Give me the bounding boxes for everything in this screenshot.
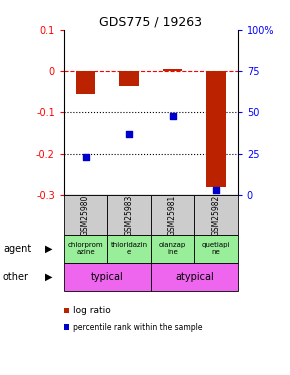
Text: other: other — [3, 272, 29, 282]
Text: thioridazin
e: thioridazin e — [110, 242, 148, 255]
Title: GDS775 / 19263: GDS775 / 19263 — [99, 16, 202, 29]
Text: log ratio: log ratio — [73, 306, 111, 315]
Text: atypical: atypical — [175, 272, 214, 282]
Text: agent: agent — [3, 244, 31, 254]
Text: chlorprom
azine: chlorprom azine — [68, 242, 103, 255]
Bar — [151, 235, 194, 262]
Text: quetiapi
ne: quetiapi ne — [202, 242, 230, 255]
Bar — [107, 235, 151, 262]
Bar — [76, 71, 95, 94]
Bar — [119, 71, 139, 86]
Bar — [163, 69, 182, 71]
Bar — [64, 262, 151, 291]
Bar — [194, 235, 238, 262]
Point — [170, 112, 175, 118]
Text: ▶: ▶ — [45, 272, 52, 282]
Text: GSM25980: GSM25980 — [81, 194, 90, 236]
Text: percentile rank within the sample: percentile rank within the sample — [73, 323, 203, 332]
Point — [127, 131, 131, 137]
Text: GSM25981: GSM25981 — [168, 194, 177, 236]
Text: ▶: ▶ — [45, 244, 52, 254]
Bar — [107, 195, 151, 235]
Bar — [151, 262, 238, 291]
Bar — [194, 195, 238, 235]
Bar — [64, 235, 107, 262]
Text: GSM25982: GSM25982 — [211, 194, 221, 236]
Bar — [64, 195, 107, 235]
Point — [214, 187, 218, 193]
Point — [83, 154, 88, 160]
Text: olanzap
ine: olanzap ine — [159, 242, 186, 255]
Bar — [151, 195, 194, 235]
Text: typical: typical — [91, 272, 124, 282]
Text: GSM25983: GSM25983 — [124, 194, 134, 236]
Bar — [206, 71, 226, 186]
